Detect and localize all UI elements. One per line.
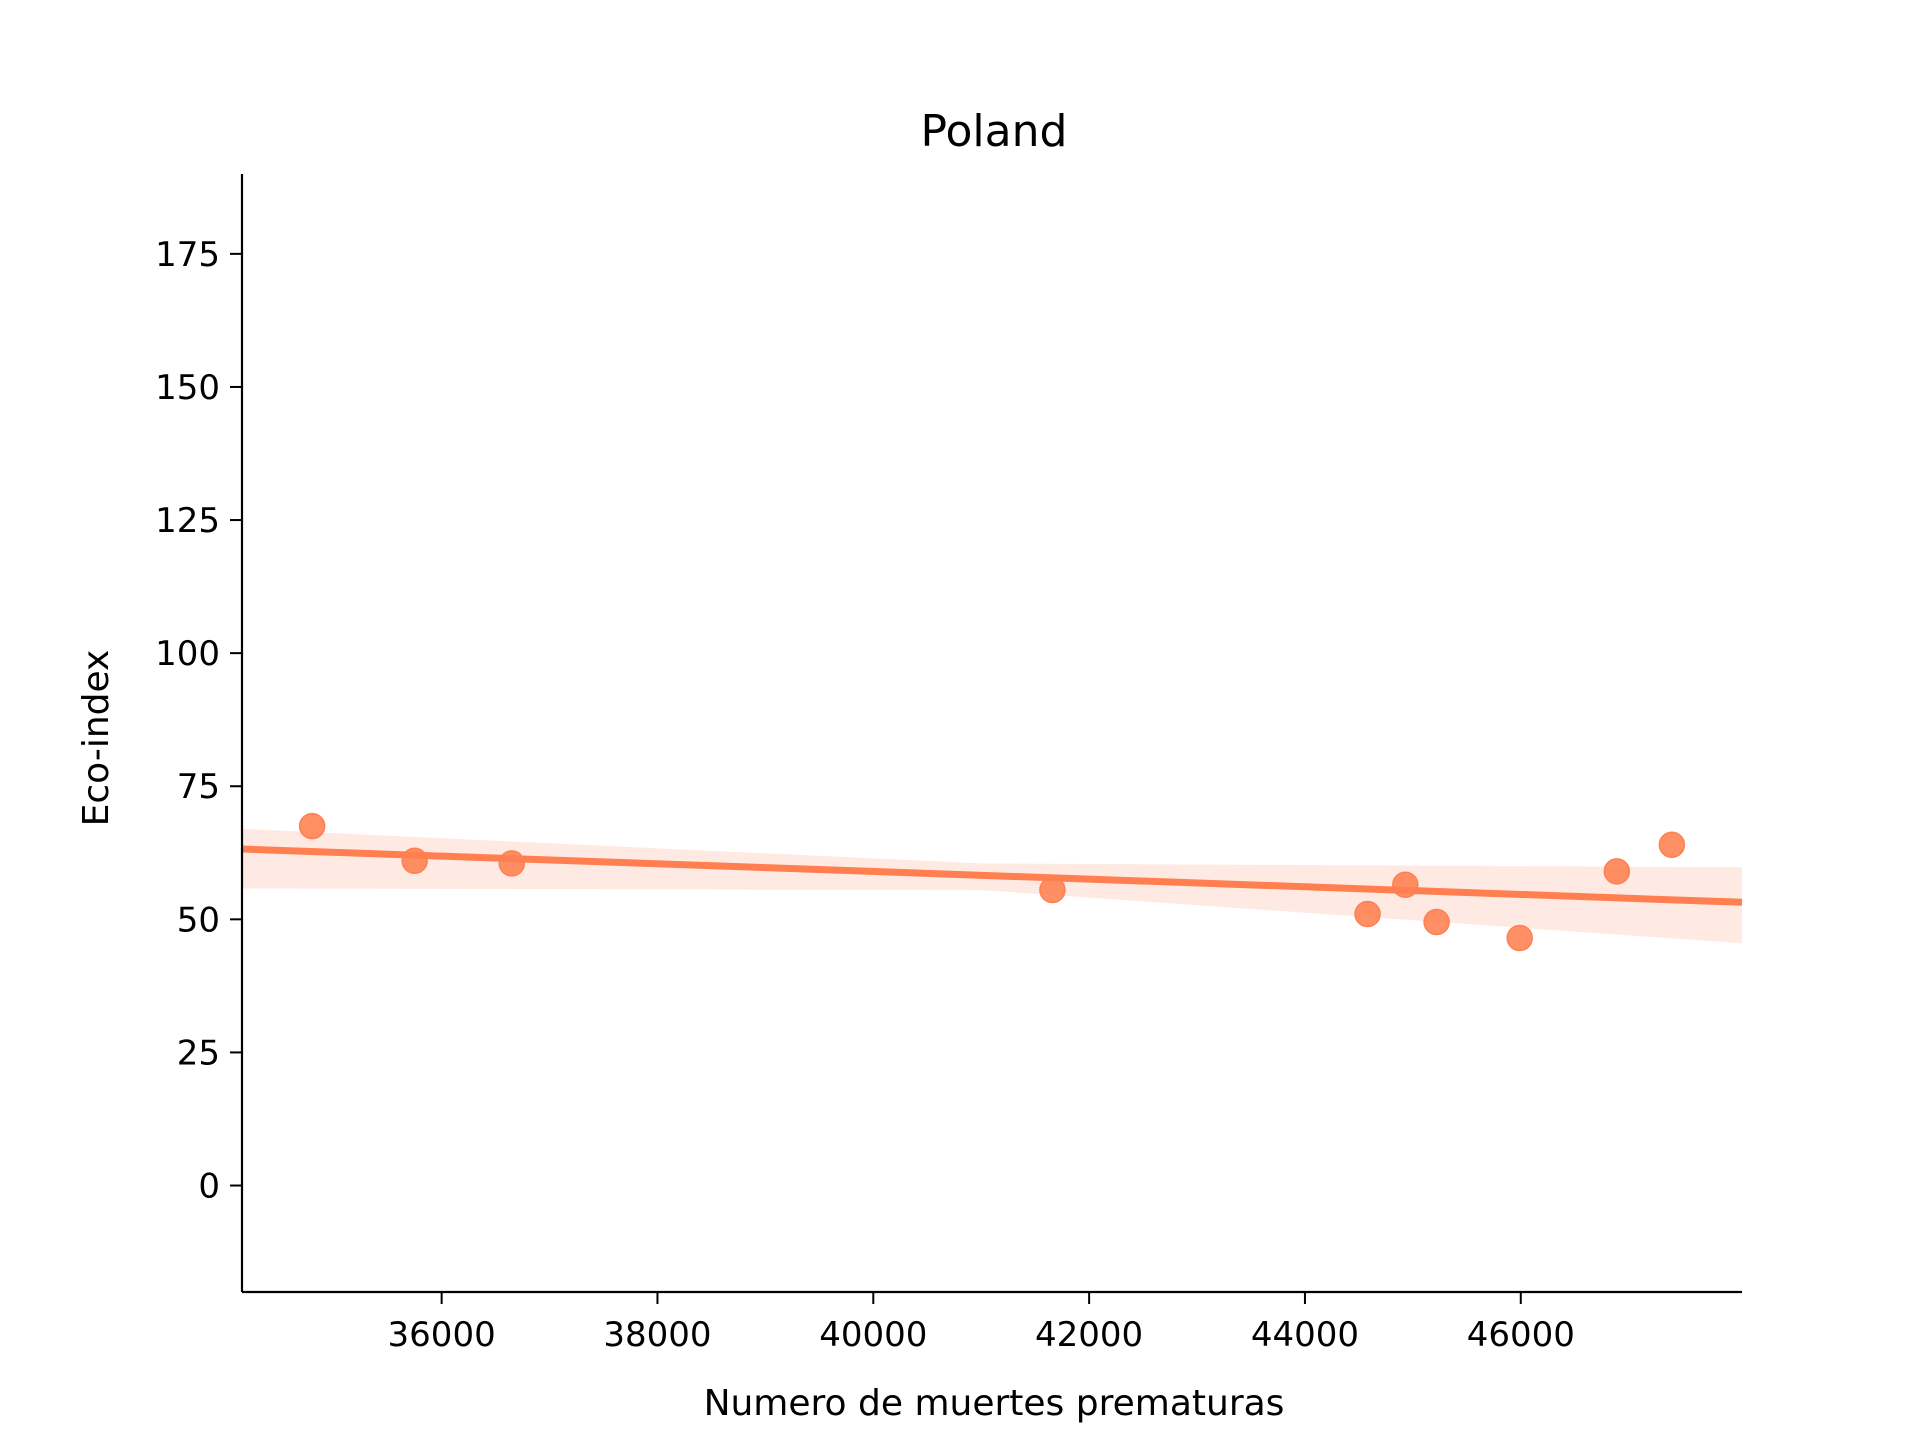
x-tick-label: 38000 <box>603 1315 711 1355</box>
y-tick-label: 0 <box>198 1167 220 1207</box>
y-tick-label: 125 <box>155 501 220 541</box>
y-tick-label: 25 <box>177 1033 220 1073</box>
y-axis-title: Eco-index <box>76 650 117 827</box>
data-point <box>1354 900 1381 928</box>
x-tick-label: 40000 <box>819 1315 927 1355</box>
data-point <box>1506 924 1533 952</box>
data-point <box>1039 876 1066 904</box>
y-tick-label: 175 <box>155 235 220 275</box>
x-tick-label: 42000 <box>1035 1315 1143 1355</box>
data-point <box>1603 858 1631 885</box>
x-tick-label: 46000 <box>1467 1315 1575 1355</box>
data-point <box>298 812 326 840</box>
x-tick-label: 36000 <box>388 1315 496 1355</box>
x-tick-label: 44000 <box>1251 1315 1359 1355</box>
y-tick-label: 150 <box>155 368 220 408</box>
axes: 36000 38000 40000 42000 44000 46000 0 25 50 75 100… <box>155 174 1742 1355</box>
data-point <box>1423 908 1450 936</box>
data-point <box>401 847 428 875</box>
y-tick-label: 75 <box>177 767 220 807</box>
data-point <box>498 850 526 877</box>
data-point <box>1658 831 1686 859</box>
y-tick-label: 100 <box>155 634 220 674</box>
regression-line <box>241 845 1743 906</box>
y-tick-label: 50 <box>177 900 220 940</box>
x-axis-title: Numero de muertes prematuras <box>704 1383 1285 1424</box>
chart-title: Poland <box>921 106 1068 157</box>
data-point <box>1392 871 1419 898</box>
plot-area <box>241 812 1743 952</box>
